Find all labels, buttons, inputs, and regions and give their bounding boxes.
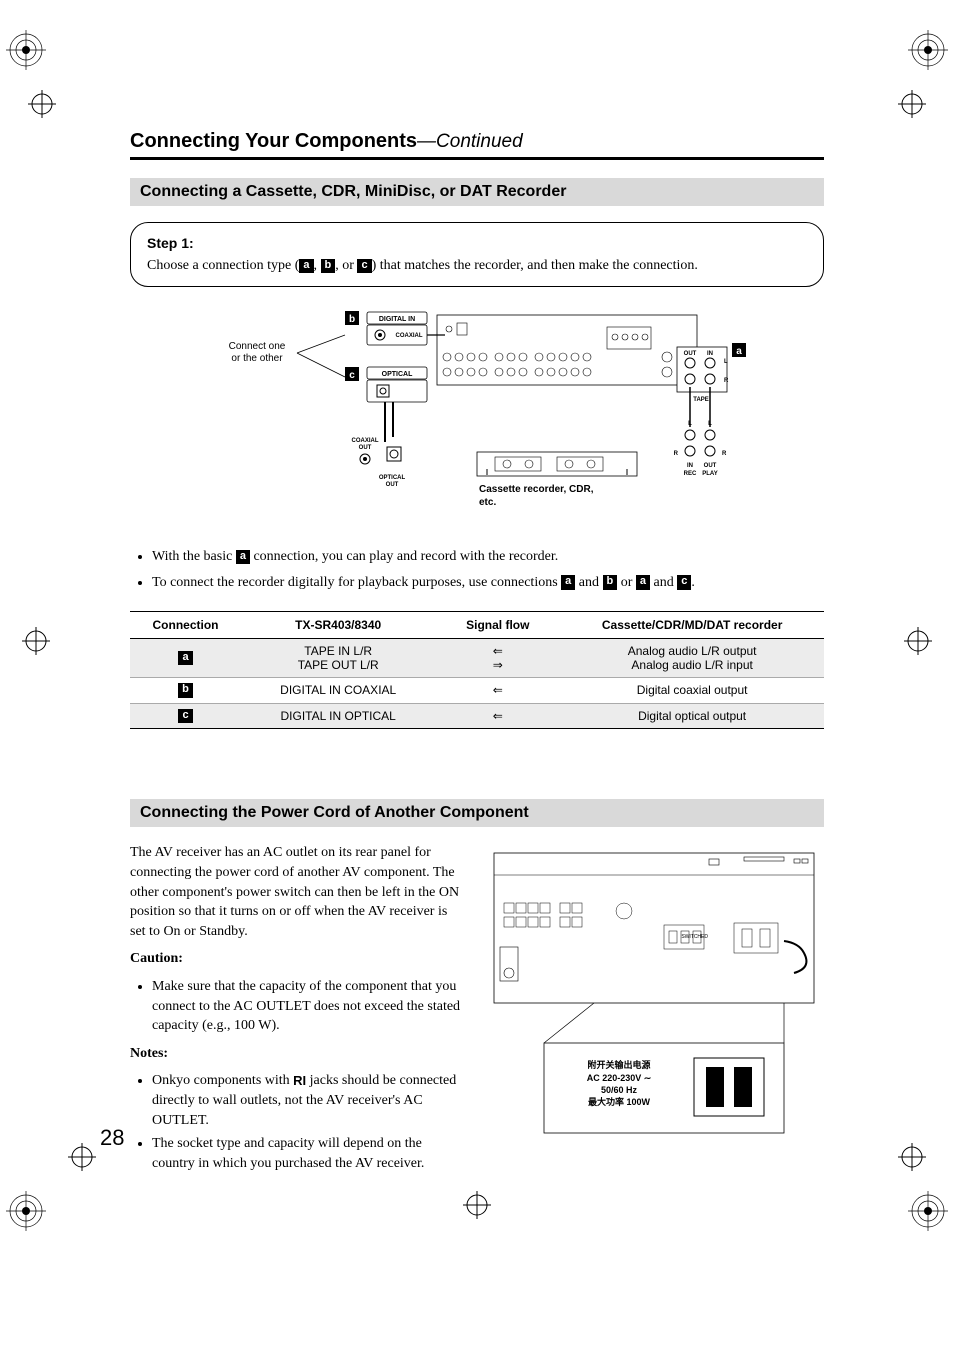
svg-text:L: L: [708, 421, 712, 427]
svg-text:IN: IN: [687, 463, 693, 469]
badge-a-inline: a: [636, 575, 650, 589]
svg-text:R: R: [722, 451, 727, 457]
badge-b-inline: b: [603, 575, 618, 589]
title-text: Connecting Your Components: [130, 130, 417, 152]
outlet-label-3: 50/60 Hz: [601, 1085, 638, 1095]
note-2: The socket type and capacity will depend…: [152, 1134, 464, 1173]
connection-table: Connection TX-SR403/8340 Signal flow Cas…: [130, 611, 824, 730]
step-label: Step 1:: [147, 235, 194, 251]
svg-text:OUT: OUT: [386, 482, 399, 488]
svg-text:L: L: [688, 421, 692, 427]
svg-text:OUT: OUT: [684, 351, 697, 357]
section-heading-1: Connecting a Cassette, CDR, MiniDisc, or…: [130, 178, 824, 206]
table-row: a TAPE IN L/RTAPE OUT L/R ⇐⇒ Analog audi…: [130, 638, 824, 677]
power-cord-diagram: SWITCHED 附开关输出电源 AC 220-230V ∼ 50/60 Hz …: [484, 843, 824, 1181]
caution-item: Make sure that the capacity of the compo…: [152, 977, 464, 1036]
svg-text:L: L: [724, 359, 728, 365]
badge-c: c: [357, 259, 371, 273]
badge-b: b: [321, 259, 336, 273]
col-model: TX-SR403/8340: [241, 611, 435, 638]
badge-c-diagram: c: [349, 370, 355, 381]
svg-text:OPTICAL: OPTICAL: [382, 371, 413, 378]
svg-text:REC: REC: [684, 471, 697, 477]
digital-in-label: DIGITAL IN: [379, 316, 415, 323]
svg-text:TAPE: TAPE: [693, 397, 709, 403]
step-box: Step 1: Choose a connection type (a, b, …: [130, 222, 824, 287]
badge-a-inline: a: [561, 575, 575, 589]
title-continued: —Continued: [417, 131, 523, 152]
row-badge-b: b: [178, 683, 193, 697]
svg-text:OPTICAL: OPTICAL: [379, 475, 406, 481]
row-badge-c: c: [178, 709, 192, 723]
outlet-label-2: AC 220-230V ∼: [587, 1073, 652, 1083]
svg-text:PLAY: PLAY: [702, 471, 717, 477]
outlet-label-4: 最大功率 100W: [588, 1096, 651, 1107]
svg-text:IN: IN: [707, 351, 713, 357]
svg-text:OUT: OUT: [359, 445, 372, 451]
svg-text:etc.: etc.: [479, 497, 496, 508]
power-cord-text: The AV receiver has an AC outlet on its …: [130, 843, 464, 1181]
table-row: b DIGITAL IN COAXIAL ⇐ Digital coaxial o…: [130, 677, 824, 703]
svg-text:R: R: [674, 451, 679, 457]
col-connection: Connection: [130, 611, 241, 638]
note-1: Onkyo components with RI jacks should be…: [152, 1071, 464, 1130]
notes-label: Notes:: [130, 1046, 168, 1061]
col-signal: Signal flow: [435, 611, 560, 638]
badge-c-inline: c: [677, 575, 691, 589]
svg-text:COAXIAL: COAXIAL: [352, 438, 379, 444]
svg-text:R: R: [724, 378, 729, 384]
svg-text:or the other: or the other: [231, 353, 283, 364]
page-title: Connecting Your Components—Continued: [130, 130, 824, 160]
badge-a-inline: a: [236, 550, 250, 564]
badge-a-diagram: a: [736, 346, 742, 357]
diagram-caption: Cassette recorder, CDR,: [479, 484, 594, 495]
connection-diagram: DIGITAL IN b COAXIAL c OPTICAL Connect o…: [130, 307, 824, 527]
table-header-row: Connection TX-SR403/8340 Signal flow Cas…: [130, 611, 824, 638]
bullet-2: To connect the recorder digitally for pl…: [152, 571, 824, 595]
section-heading-2: Connecting the Power Cord of Another Com…: [130, 799, 824, 827]
ri-icon: RI: [293, 1072, 306, 1090]
svg-text:SWITCHED: SWITCHED: [681, 934, 708, 940]
outlet-label-1: 附开关输出电源: [587, 1059, 650, 1070]
svg-text:COAXIAL: COAXIAL: [396, 333, 423, 339]
bullet-list: With the basic a connection, you can pla…: [130, 545, 824, 595]
svg-text:OUT: OUT: [704, 463, 717, 469]
badge-a: a: [299, 259, 313, 273]
badge-b-diagram: b: [349, 314, 355, 325]
bullet-1: With the basic a connection, you can pla…: [152, 545, 824, 569]
table-row: c DIGITAL IN OPTICAL ⇐ Digital optical o…: [130, 703, 824, 729]
page-number: 28: [100, 1125, 124, 1151]
step-text: Choose a connection type (a, b, or c) th…: [147, 258, 698, 273]
col-recorder: Cassette/CDR/MD/DAT recorder: [560, 611, 824, 638]
caution-label: Caution:: [130, 951, 183, 966]
power-cord-para: The AV receiver has an AC outlet on its …: [130, 843, 464, 941]
connect-one-label: Connect one: [229, 341, 286, 352]
row-badge-a: a: [178, 651, 192, 665]
